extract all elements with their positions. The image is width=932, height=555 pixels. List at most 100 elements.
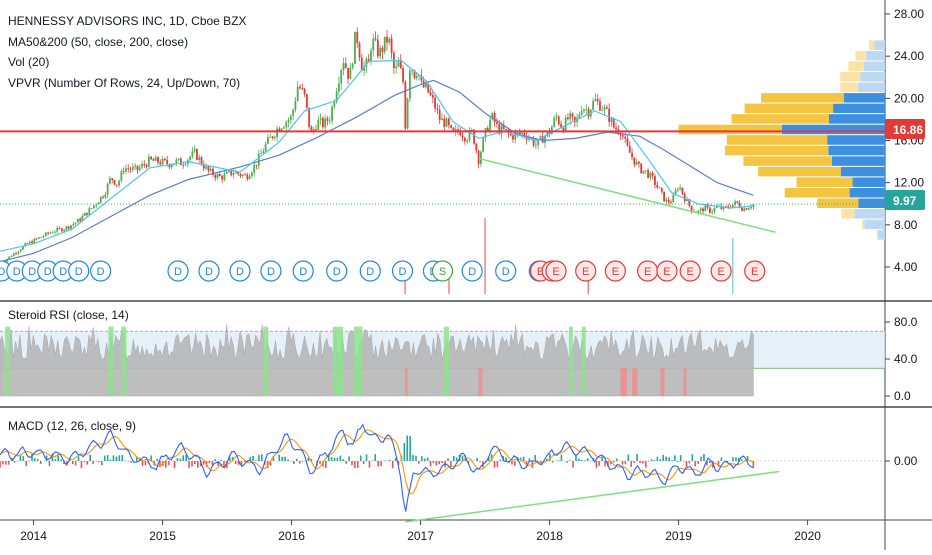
candle-body bbox=[425, 84, 427, 88]
macd-histogram-bar bbox=[145, 461, 147, 465]
candle-body bbox=[585, 109, 587, 110]
macd-histogram-bar bbox=[677, 461, 679, 462]
macd-histogram-bar bbox=[72, 461, 74, 464]
candle-body bbox=[606, 107, 608, 108]
candle-body bbox=[448, 119, 450, 125]
candle-body bbox=[702, 209, 704, 212]
macd-histogram-bar bbox=[534, 455, 536, 461]
macd-histogram-bar bbox=[721, 457, 723, 461]
macd-histogram-bar bbox=[180, 459, 182, 461]
candle-body bbox=[327, 118, 329, 121]
candle-body bbox=[180, 159, 182, 165]
rsi-oversold-zone bbox=[684, 368, 687, 396]
vp-up-bar bbox=[877, 230, 878, 240]
vp-up-bar bbox=[817, 198, 858, 208]
candle-body bbox=[72, 224, 74, 225]
candle-body bbox=[201, 157, 203, 164]
candle-body bbox=[31, 241, 33, 243]
macd-histogram-bar bbox=[584, 460, 586, 461]
macd-histogram-bar bbox=[625, 461, 627, 464]
candle-body bbox=[107, 184, 109, 195]
macd-histogram-bar bbox=[613, 461, 615, 462]
x-tick-label: 2014 bbox=[20, 529, 47, 543]
macd-histogram-bar bbox=[101, 461, 103, 465]
candle-body bbox=[430, 92, 432, 95]
macd-histogram-bar bbox=[84, 461, 86, 462]
event-badge-letter: D bbox=[44, 266, 52, 278]
macd-histogram-bar bbox=[386, 460, 388, 461]
vp-up-bar bbox=[848, 61, 863, 71]
candle-body bbox=[40, 237, 42, 238]
candle-body bbox=[682, 188, 684, 194]
macd-histogram-bar bbox=[116, 457, 118, 461]
rsi-oversold-zone bbox=[632, 368, 637, 396]
event-badge-letter: D bbox=[236, 266, 244, 278]
macd-histogram-bar bbox=[104, 456, 106, 461]
macd-histogram-bar bbox=[412, 455, 414, 461]
macd-histogram-bar bbox=[360, 455, 362, 461]
candle-body bbox=[661, 188, 663, 192]
candle-body bbox=[556, 117, 558, 118]
candle-body bbox=[207, 166, 209, 170]
vp-up-bar bbox=[841, 209, 854, 219]
candle-body bbox=[704, 206, 706, 212]
macd-histogram-bar bbox=[662, 455, 664, 461]
macd-histogram-bar bbox=[683, 461, 685, 462]
candle-body bbox=[604, 107, 606, 110]
candle-body bbox=[391, 39, 393, 53]
macd-histogram-bar bbox=[325, 461, 327, 468]
vp-down-bar bbox=[782, 125, 885, 135]
candle-body bbox=[61, 228, 63, 231]
candle-body bbox=[684, 194, 686, 201]
macd-histogram-bar bbox=[81, 461, 83, 468]
macd-histogram-bar bbox=[689, 461, 691, 463]
vp-up-bar bbox=[758, 167, 841, 177]
macd-histogram-bar bbox=[709, 461, 711, 463]
candle-body bbox=[349, 68, 351, 79]
candle-body bbox=[198, 157, 200, 160]
candle-body bbox=[443, 118, 445, 126]
candle-body bbox=[643, 171, 645, 174]
macd-histogram-bar bbox=[566, 461, 568, 463]
vp-up-bar bbox=[679, 125, 782, 135]
candle-body bbox=[679, 188, 681, 189]
candle-body bbox=[478, 151, 480, 164]
y-tick-label: 8.00 bbox=[894, 218, 918, 232]
macd-histogram-bar bbox=[351, 461, 353, 465]
candle-body bbox=[317, 120, 319, 130]
event-badge-letter: D bbox=[333, 266, 341, 278]
candle-body bbox=[510, 133, 512, 135]
event-badge-letter: E bbox=[751, 266, 758, 278]
candle-body bbox=[624, 137, 626, 139]
macd-histogram-bar bbox=[5, 461, 7, 465]
candle-body bbox=[338, 83, 340, 91]
candle-body bbox=[258, 154, 260, 166]
candle-body bbox=[375, 38, 377, 39]
macd-histogram-bar bbox=[60, 459, 62, 461]
candle-body bbox=[398, 61, 400, 66]
candle-body bbox=[489, 119, 491, 131]
macd-histogram-bar bbox=[404, 443, 406, 461]
candle-body bbox=[512, 135, 514, 139]
vp-down-bar bbox=[854, 209, 885, 219]
candle-body bbox=[17, 252, 19, 254]
vp-down-bar bbox=[827, 135, 885, 145]
vp-down-bar bbox=[866, 51, 885, 61]
candle-body bbox=[567, 118, 569, 120]
candle-body bbox=[217, 174, 219, 178]
vp-down-bar bbox=[832, 156, 885, 166]
candle-body bbox=[519, 133, 521, 134]
candle-body bbox=[588, 109, 590, 116]
candle-body bbox=[450, 125, 452, 128]
macd-histogram-bar bbox=[28, 461, 30, 462]
candle-body bbox=[20, 250, 22, 252]
candle-body bbox=[111, 178, 113, 180]
macd-histogram-bar bbox=[668, 457, 670, 461]
macd-histogram-bar bbox=[636, 454, 638, 461]
candle-body bbox=[649, 173, 651, 178]
vp-up-bar bbox=[761, 93, 844, 103]
candle-body bbox=[553, 118, 555, 127]
event-badge-letter: D bbox=[366, 266, 374, 278]
candle-body bbox=[38, 237, 40, 238]
macd-histogram-bar bbox=[252, 456, 254, 461]
